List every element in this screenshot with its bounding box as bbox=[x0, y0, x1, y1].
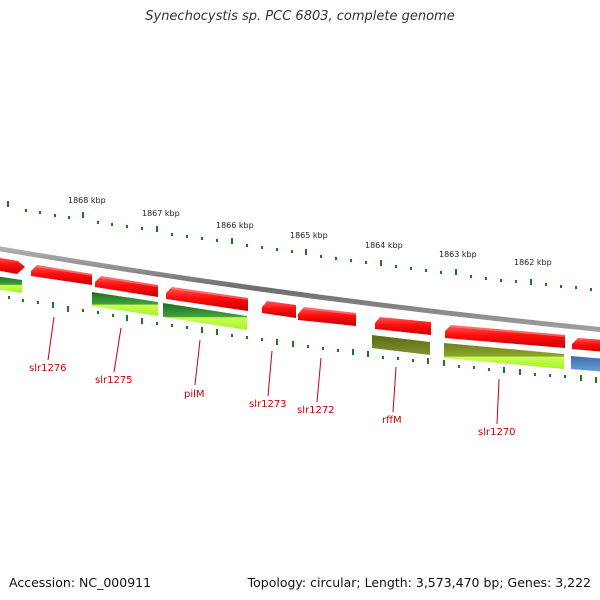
gene-arrow bbox=[375, 317, 431, 335]
gene-arrow bbox=[166, 287, 248, 311]
scale-label: 1863 kbp bbox=[439, 250, 477, 259]
gene-label-rffM[interactable]: rffM bbox=[382, 415, 402, 426]
cds-bar bbox=[444, 343, 564, 369]
scale-label: 1864 kbp bbox=[365, 241, 403, 250]
map-title: Synechocystis sp. PCC 6803, complete gen… bbox=[145, 9, 455, 24]
gene-label-slr1272[interactable]: slr1272 bbox=[297, 405, 335, 416]
cds-bar bbox=[163, 303, 247, 330]
cds-bar bbox=[372, 335, 430, 355]
cds-track bbox=[0, 276, 600, 372]
gene-arrow bbox=[95, 276, 158, 297]
scale-label: 1868 kbp bbox=[68, 196, 106, 205]
cds-bar bbox=[0, 276, 22, 293]
accession-text: Accession: NC_000911 bbox=[9, 575, 152, 590]
scale-label: 1866 kbp bbox=[216, 221, 254, 230]
label-leaders bbox=[47, 316, 500, 425]
gene-label-slr1276[interactable]: slr1276 bbox=[29, 363, 67, 374]
gene-label-slr1273[interactable]: slr1273 bbox=[249, 399, 287, 410]
cds-bar bbox=[571, 356, 600, 372]
topology-text: Topology: circular; Length: 3,573,470 bp… bbox=[247, 575, 591, 590]
scale-label: 1865 kbp bbox=[290, 231, 328, 240]
gene-label-pilM[interactable]: pilM bbox=[184, 389, 205, 400]
gene-arrow bbox=[262, 301, 296, 318]
scale-label: 1867 kbp bbox=[142, 209, 180, 218]
gene-arrow bbox=[445, 325, 565, 348]
genome-backbone bbox=[0, 246, 600, 333]
gene-track bbox=[0, 257, 600, 352]
scale-label: 1862 kbp bbox=[514, 258, 552, 267]
scale-ticks-upper bbox=[7, 201, 592, 291]
gene-arrow bbox=[572, 338, 600, 352]
gene-label-slr1270[interactable]: slr1270 bbox=[478, 427, 516, 438]
scale-ticks-lower bbox=[8, 296, 597, 383]
cds-bar bbox=[92, 292, 158, 316]
gene-arrow bbox=[0, 257, 25, 274]
gene-label-slr1275[interactable]: slr1275 bbox=[95, 375, 133, 386]
gene-arrow bbox=[31, 265, 92, 285]
